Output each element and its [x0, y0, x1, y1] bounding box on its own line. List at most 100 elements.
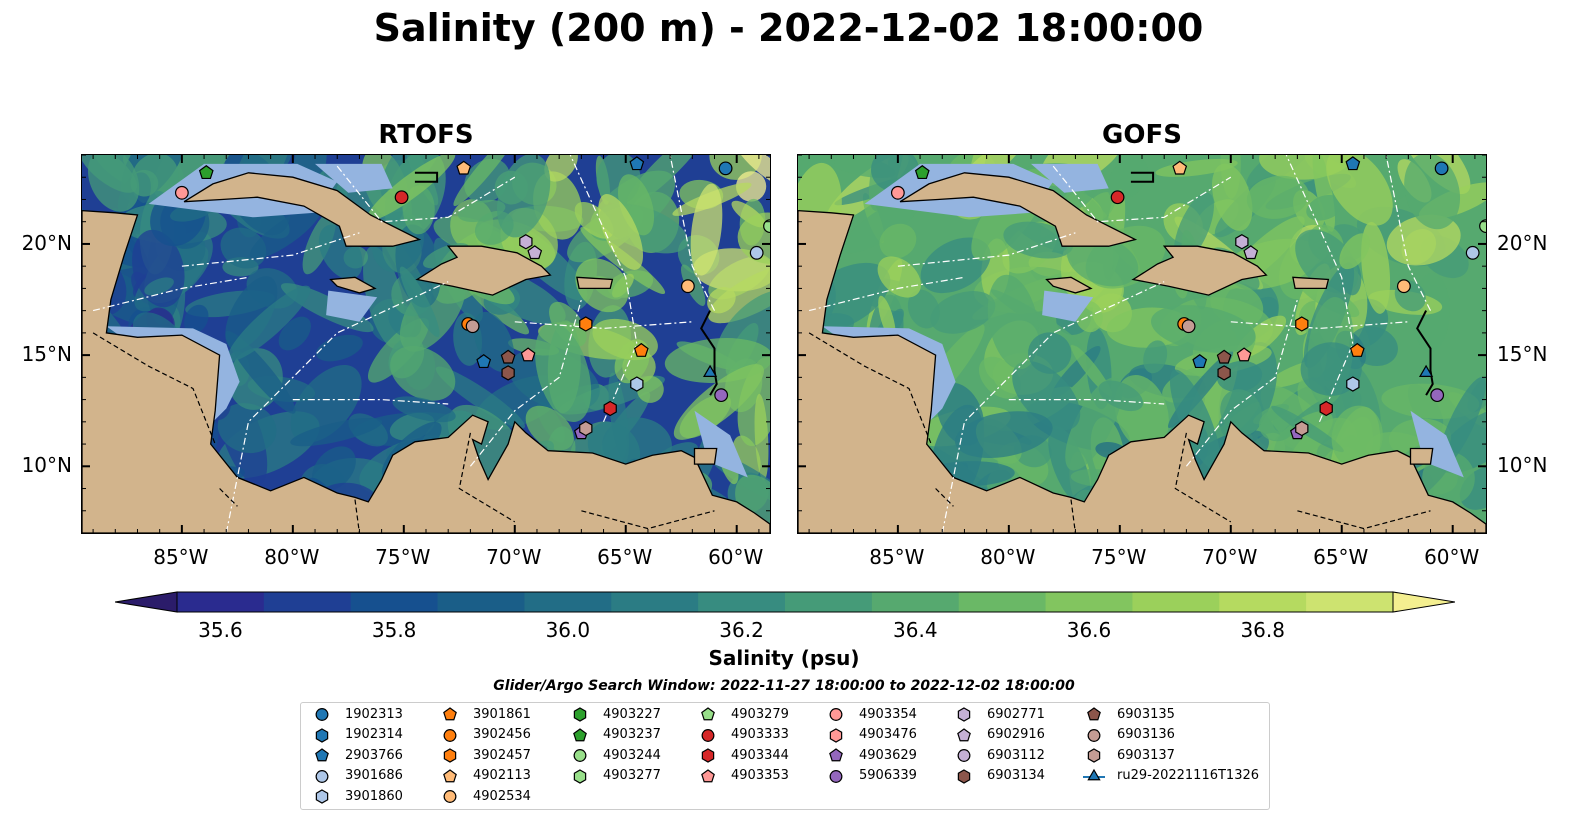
colorbar-segment [871, 592, 960, 612]
land-hispaniola [415, 245, 552, 296]
triangle-line-marker-icon [1083, 768, 1105, 781]
legend-item: 4903344 [697, 746, 789, 764]
float-ru29-20221116T1326 [702, 364, 718, 378]
eez-boundary [336, 165, 516, 223]
legend-marker [957, 749, 971, 763]
pentagon-marker-icon [443, 707, 457, 721]
float-3902457 [1295, 316, 1309, 332]
colorbar-segment [524, 592, 612, 612]
float-4903353 [1236, 347, 1252, 362]
legend-item: 3901860 [311, 787, 403, 805]
circle-marker-icon [701, 728, 715, 742]
float-4903354 [890, 185, 905, 200]
colorbar-segment [1219, 592, 1307, 612]
legend-marker [1087, 748, 1101, 763]
float-4902534 [1396, 279, 1411, 294]
float-6902771 [519, 234, 533, 250]
island-lesser [700, 310, 718, 396]
legend-label: 4903353 [731, 768, 789, 784]
legend-item: 6903112 [953, 746, 1045, 764]
legend-item: 4902534 [439, 787, 531, 805]
legend-item: 4903244 [569, 746, 661, 764]
legend-label: 4903344 [731, 747, 789, 763]
legend-label: 4902113 [473, 768, 531, 784]
colorbar-segment [177, 592, 265, 612]
legend-label: 4902534 [473, 788, 531, 804]
country-border [1174, 432, 1232, 523]
lon-tick-label: 85°W [869, 545, 925, 569]
eez-boundary [469, 299, 582, 467]
pentagon-marker-icon [443, 769, 457, 783]
legend-item: 6903137 [1083, 746, 1175, 764]
colorbar-segment [1132, 592, 1220, 612]
legend-marker [701, 769, 715, 783]
legend-item: 4903354 [825, 705, 917, 723]
circle-marker-icon [315, 769, 329, 783]
circle-marker-icon [443, 728, 457, 742]
float-6903136 [1181, 319, 1196, 334]
float-6903135 [500, 349, 516, 364]
legend-item: 5906339 [825, 767, 917, 785]
gofs-map [797, 154, 1487, 534]
legend-marker [315, 708, 329, 721]
legend-marker [701, 728, 715, 742]
circle-marker-icon [1087, 728, 1101, 742]
hexagon-marker-icon [315, 789, 329, 805]
float-4903237 [198, 165, 214, 180]
legend-label: 1902313 [345, 706, 403, 722]
legend-label: 3902457 [473, 747, 531, 763]
hexagon-marker-icon [701, 748, 715, 763]
eez-boundary [1185, 299, 1298, 467]
colorbar-tick-label: 36.4 [893, 618, 938, 642]
country-border [219, 488, 238, 507]
hexagon-marker-icon [573, 769, 587, 784]
float-3902457 [579, 316, 593, 332]
country-border [92, 332, 216, 445]
hexagon-marker-icon [443, 748, 457, 763]
island-cubaN [414, 171, 439, 183]
lon-tick-label: 70°W [1202, 545, 1258, 569]
legend-item: 4903476 [825, 726, 917, 744]
colorbar-segment [785, 592, 873, 612]
gofs-map-canvas [798, 155, 1486, 533]
colorbar-frame [176, 591, 1394, 613]
land-puertorico [1292, 276, 1330, 290]
land-hispaniola [1131, 245, 1268, 296]
legend: 1902313 1902314 2903766 3901686 3901860 39018… [300, 702, 1270, 810]
shelf-area [326, 290, 378, 322]
shelf-area [1031, 163, 1109, 193]
lat-tick-label-left: 15°N [21, 342, 72, 367]
legend-marker [443, 707, 457, 721]
legend-marker [315, 727, 329, 743]
legend-item: 4903277 [569, 767, 661, 785]
legend-item: 6902771 [953, 705, 1045, 723]
legend-item: 2903766 [311, 746, 403, 764]
colorbar-label: Salinity (psu) [708, 646, 860, 670]
legend-label: 4903476 [859, 727, 917, 743]
legend-marker [315, 789, 329, 805]
legend-item: 4903353 [697, 767, 789, 785]
eez-boundary [808, 276, 965, 312]
legend-label: 4903277 [603, 768, 661, 784]
hexagon-marker-icon [957, 707, 971, 722]
float-6903137 [1295, 420, 1309, 437]
rtofs-map [81, 154, 771, 534]
rtofs-map-canvas [82, 155, 770, 533]
legend-marker [443, 790, 457, 804]
legend-marker [443, 748, 457, 763]
pentagon-marker-icon [573, 727, 587, 741]
float-4902534 [680, 279, 695, 294]
pentagon-marker-icon [701, 769, 715, 783]
float-ru29-20221116T1326 [1418, 364, 1434, 378]
pentagon-marker-icon [1087, 707, 1101, 721]
hexagon-marker-icon [829, 727, 843, 743]
legend-item: 6903136 [1083, 726, 1175, 744]
lon-tick-label: 60°W [1424, 545, 1480, 569]
lon-tick-label: 75°W [1091, 545, 1147, 569]
land-jamaica [1045, 276, 1093, 294]
legend-item: 4903227 [569, 705, 661, 723]
lon-tick-label: 80°W [980, 545, 1036, 569]
float-2903766 [1345, 156, 1361, 171]
legend-marker [315, 748, 329, 762]
lat-tick-label-right: 10°N [1497, 453, 1548, 478]
